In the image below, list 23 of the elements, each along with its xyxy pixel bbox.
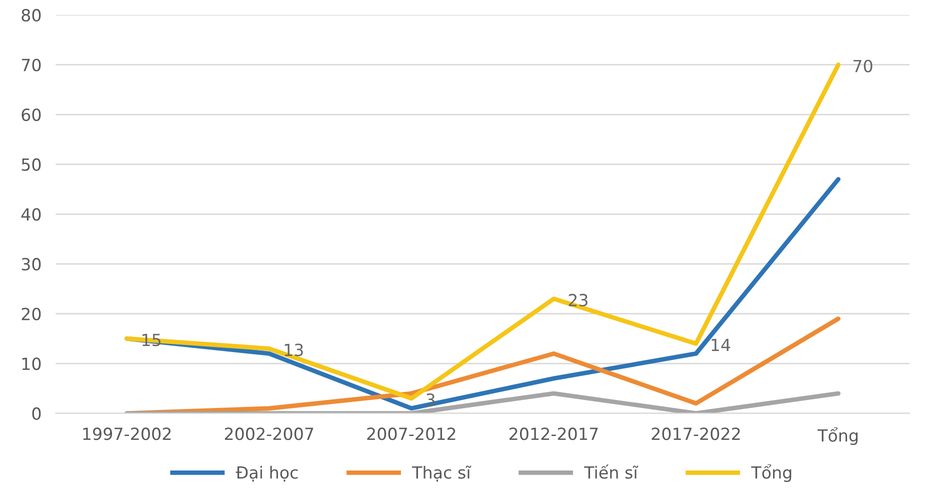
y-tick-label: 70 bbox=[22, 58, 41, 72]
y-tick-label: 30 bbox=[22, 258, 41, 271]
y-tick-label: 60 bbox=[22, 108, 41, 122]
data-label: 23 bbox=[568, 294, 588, 306]
x-tick-label: 2002-2007 bbox=[224, 428, 314, 440]
x-tick-label: Tổng bbox=[817, 427, 858, 446]
x-tick-label: 2007-2012 bbox=[367, 428, 456, 440]
y-tick-label: 0 bbox=[32, 407, 41, 420]
legend-label: Đại học bbox=[236, 466, 298, 482]
y-tick-label: 50 bbox=[22, 158, 41, 171]
legend-label: Thạc sĩ bbox=[412, 466, 472, 482]
x-tick-label: 2012-2017 bbox=[510, 428, 598, 440]
data-label: 14 bbox=[712, 338, 730, 351]
y-tick-label: 20 bbox=[22, 308, 41, 320]
y-tick-label: 40 bbox=[21, 208, 41, 221]
y-tick-label: 10 bbox=[22, 358, 41, 370]
y-tick-label: 80 bbox=[22, 8, 41, 22]
x-tick-label: 2017-2022 bbox=[652, 428, 740, 440]
data-label: 13 bbox=[284, 344, 303, 356]
legend-label: Tiến sĩ bbox=[584, 464, 638, 479]
data-label: 70 bbox=[854, 60, 872, 72]
legend-label: Tổng bbox=[751, 464, 792, 482]
x-tick-label: 1997-2002 bbox=[83, 428, 171, 440]
